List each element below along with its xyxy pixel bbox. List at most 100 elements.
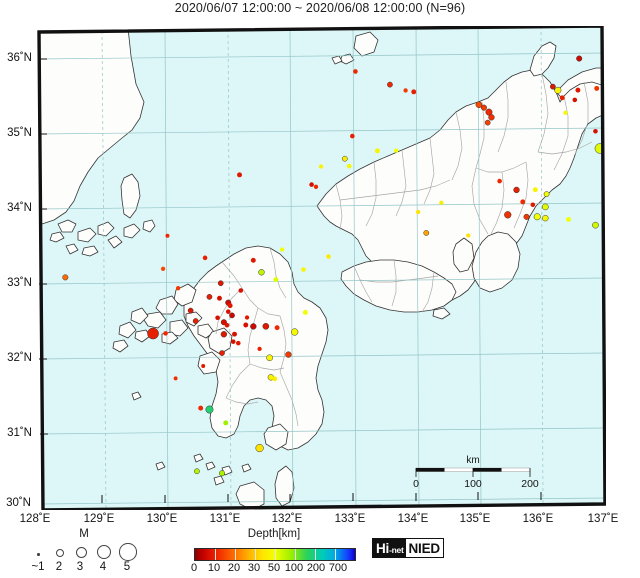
epicenter-marker[interactable] <box>346 163 352 169</box>
epicenter-marker[interactable] <box>554 86 562 94</box>
epicenter-marker[interactable] <box>224 322 230 328</box>
epicenter-marker[interactable] <box>225 309 231 314</box>
epicenter-marker[interactable] <box>559 95 565 101</box>
epicenter-marker[interactable] <box>532 187 538 193</box>
epicenter-marker[interactable] <box>206 294 213 300</box>
epicenter-marker[interactable] <box>250 257 256 263</box>
epicenter-marker[interactable] <box>572 97 578 103</box>
epicenter-marker[interactable] <box>563 110 568 115</box>
epicenter-marker[interactable] <box>543 191 550 197</box>
epicenter-marker[interactable] <box>291 328 299 336</box>
epicenter-marker[interactable] <box>147 327 159 340</box>
seismicity-map[interactable]: km 0 100 200 <box>36 26 606 510</box>
epicenter-marker[interactable] <box>215 315 220 321</box>
epicenter-marker[interactable] <box>394 148 399 153</box>
epicenter-marker[interactable] <box>274 325 280 331</box>
depth-label-20: 20 <box>227 562 241 574</box>
epicenter-marker[interactable] <box>217 280 224 287</box>
hinet-nied-logo[interactable]: Hi -net NIED <box>372 538 444 558</box>
lon-label-128: 128˚E <box>19 513 51 525</box>
epicenter-marker[interactable] <box>353 69 358 74</box>
epicenter-marker[interactable] <box>220 319 227 326</box>
epicenter-marker[interactable] <box>423 230 430 236</box>
epicenter-marker[interactable] <box>480 104 487 111</box>
nied-label: NIED <box>405 539 443 557</box>
epicenter-marker[interactable] <box>219 350 225 356</box>
epicenter-marker[interactable] <box>488 114 495 121</box>
epicenter-marker[interactable] <box>309 182 314 187</box>
epicenter-marker[interactable] <box>533 213 541 221</box>
epicenter-marker[interactable] <box>484 119 491 126</box>
epicenter-marker[interactable] <box>232 331 237 337</box>
epicenter-marker[interactable] <box>374 148 380 154</box>
epicenter-marker[interactable] <box>280 247 285 252</box>
epicenter-marker[interactable] <box>350 133 355 139</box>
epicenter-marker[interactable] <box>230 339 236 344</box>
epicenter-marker[interactable] <box>411 89 417 95</box>
epicenter-marker[interactable] <box>227 303 233 309</box>
epicenter-marker[interactable] <box>415 209 421 215</box>
epicenter-marker[interactable] <box>194 468 200 475</box>
epicenter-marker[interactable] <box>229 312 235 319</box>
epicenter-marker[interactable] <box>237 172 242 178</box>
epicenter-marker[interactable] <box>257 346 262 352</box>
epicenter-marker[interactable] <box>262 322 270 330</box>
epicenter-marker[interactable] <box>592 221 599 229</box>
epicenter-marker[interactable] <box>341 155 348 162</box>
epicenter-marker[interactable] <box>187 307 194 314</box>
epicenter-marker[interactable] <box>273 277 279 283</box>
depth-label-200: 200 <box>306 562 326 574</box>
epicenter-marker[interactable] <box>201 364 206 369</box>
epicenter-marker[interactable] <box>318 164 324 169</box>
epicenter-marker[interactable] <box>272 376 278 382</box>
epicenter-marker[interactable] <box>387 81 393 88</box>
epicenter-marker[interactable] <box>175 286 181 291</box>
epicenter-marker[interactable] <box>594 85 600 91</box>
epicenter-marker[interactable] <box>542 214 549 222</box>
epicenter-marker[interactable] <box>542 203 549 211</box>
epicenter-marker[interactable] <box>520 199 526 205</box>
epicenter-marker[interactable] <box>302 309 308 315</box>
epicenter-marker[interactable] <box>575 87 581 93</box>
epicenter-marker[interactable] <box>566 216 571 222</box>
epicenter-marker[interactable] <box>326 254 331 259</box>
epicenter-marker[interactable] <box>223 420 229 426</box>
epicenter-marker[interactable] <box>160 266 166 271</box>
epicenter-marker[interactable] <box>475 101 483 109</box>
epicenter-marker[interactable] <box>244 315 250 320</box>
epicenter-marker[interactable] <box>192 318 199 324</box>
epicenter-marker[interactable] <box>523 213 530 220</box>
epicenter-marker[interactable] <box>266 354 273 362</box>
epicenter-marker[interactable] <box>285 351 292 358</box>
epicenter-marker[interactable] <box>485 108 493 116</box>
epicenter-marker[interactable] <box>220 331 228 338</box>
epicenter-marker[interactable] <box>593 128 598 134</box>
epicenter-marker[interactable] <box>530 202 536 208</box>
epicenter-marker[interactable] <box>439 200 444 205</box>
epicenter-marker[interactable] <box>513 186 520 194</box>
epicenter-marker[interactable] <box>62 274 69 281</box>
epicenter-marker[interactable] <box>250 323 257 330</box>
epicenter-marker[interactable] <box>243 322 249 328</box>
epicenter-marker[interactable] <box>550 83 556 90</box>
epicenter-marker[interactable] <box>202 255 208 261</box>
epicenter-marker[interactable] <box>497 178 502 184</box>
epicenter-marker[interactable] <box>504 211 512 219</box>
epicenter-marker[interactable] <box>218 470 226 477</box>
epicenter-marker[interactable] <box>198 405 204 411</box>
epicenter-marker[interactable] <box>235 340 241 346</box>
epicenter-marker[interactable] <box>205 405 214 414</box>
epicenter-marker[interactable] <box>403 88 408 93</box>
epicenter-marker[interactable] <box>173 376 178 381</box>
epicenter-marker[interactable] <box>576 55 583 62</box>
epicenter-marker[interactable] <box>466 233 471 238</box>
epicenter-marker[interactable] <box>313 184 319 189</box>
epicenter-marker[interactable] <box>255 443 264 453</box>
epicenter-marker[interactable] <box>217 295 222 301</box>
epicenter-marker[interactable] <box>165 233 170 238</box>
epicenter-marker[interactable] <box>238 288 244 293</box>
epicenter-marker[interactable] <box>301 267 306 272</box>
epicenter-marker[interactable] <box>163 331 168 336</box>
map-canvas[interactable]: km 0 100 200 <box>36 26 606 510</box>
epicenter-marker[interactable] <box>258 269 265 276</box>
